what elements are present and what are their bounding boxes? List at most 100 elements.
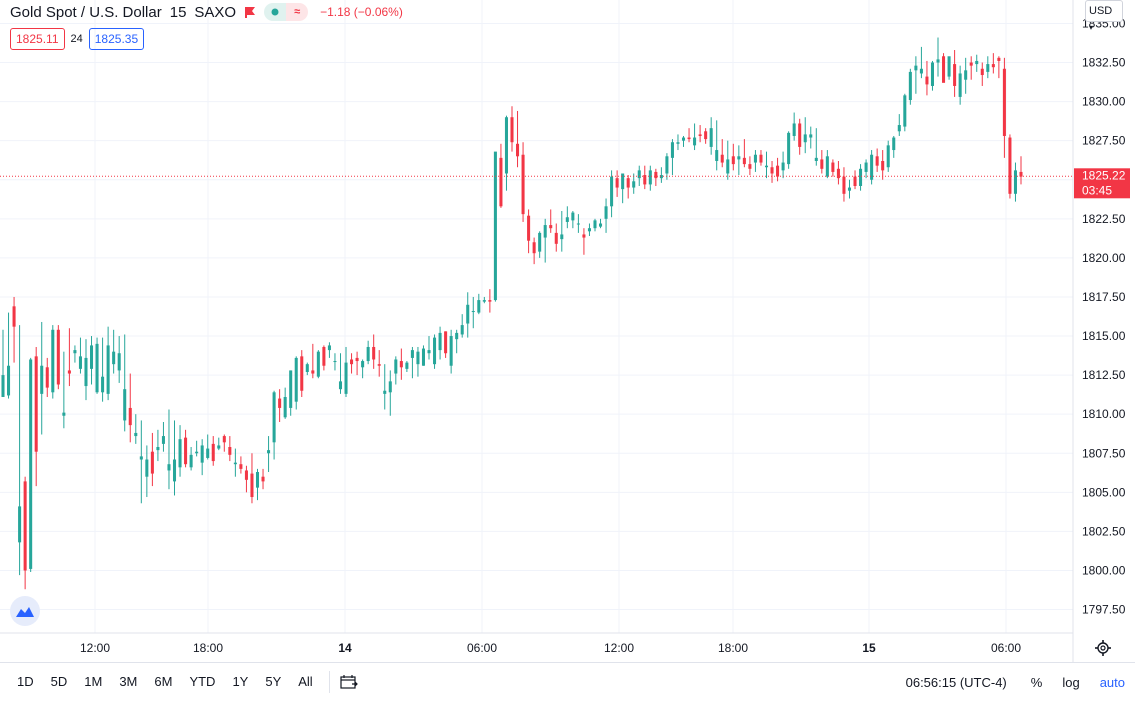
candle <box>781 151 785 179</box>
candle <box>477 293 481 315</box>
bid-button[interactable]: 1825.11 <box>10 28 65 50</box>
candle-body <box>798 123 802 147</box>
candle <box>687 128 691 143</box>
candle-body <box>565 217 569 222</box>
candle <box>504 115 508 191</box>
candle-body <box>615 178 619 188</box>
candle <box>532 237 536 265</box>
candle <box>886 140 890 172</box>
range-button[interactable]: 3M <box>119 674 138 689</box>
interval-label[interactable]: 15 <box>169 3 187 21</box>
candle <box>493 151 497 302</box>
candle-body <box>410 350 414 358</box>
candle-body <box>471 311 475 313</box>
candle-body <box>637 170 641 179</box>
auto-scale-toggle[interactable]: auto <box>1099 674 1125 690</box>
candle <box>167 409 171 490</box>
candle <box>117 336 121 383</box>
candle-body <box>90 345 94 369</box>
candle-body <box>283 396 287 418</box>
candle-body <box>632 181 636 188</box>
candle-body <box>7 365 11 396</box>
candle-body <box>504 117 508 174</box>
candle-body <box>571 212 575 221</box>
candle-body <box>289 370 293 408</box>
candle <box>593 218 597 232</box>
range-button[interactable]: 5D <box>50 674 68 689</box>
time-axis: 12:00 18:00 14 06:00 12:00 18:00 15 06:00 <box>80 641 1021 655</box>
symbol-name[interactable]: Gold Spot / U.S. Dollar <box>10 3 162 21</box>
ask-button[interactable]: 1825.35 <box>88 28 145 50</box>
range-button[interactable]: 1D <box>17 674 34 689</box>
candle <box>206 434 210 460</box>
exchange-label[interactable]: SAXO <box>194 3 237 21</box>
candle-body <box>427 350 431 354</box>
range-buttons: 1D 5D 1M 3M 6M YTD 1Y 5Y All <box>8 663 321 701</box>
candle-body <box>836 168 840 179</box>
gear-icon[interactable] <box>1094 639 1112 657</box>
candle-body <box>145 459 149 477</box>
candle <box>62 351 66 429</box>
candle <box>344 346 348 397</box>
bar-countdown: 03:45 <box>1082 183 1112 197</box>
range-button[interactable]: All <box>298 674 313 689</box>
log-toggle[interactable]: log <box>1062 674 1080 690</box>
candle <box>123 334 127 432</box>
candle-body <box>67 370 71 374</box>
time-tick-label: 12:00 <box>80 641 110 655</box>
candle <box>250 453 254 504</box>
flag-icon[interactable] <box>244 6 256 18</box>
candle-body <box>831 162 835 172</box>
percent-toggle[interactable]: % <box>1030 674 1043 690</box>
candle <box>228 436 232 462</box>
candle <box>742 139 746 168</box>
candle <box>925 60 929 96</box>
candle <box>991 53 995 74</box>
price-tick-label: 1817.50 <box>1082 290 1126 304</box>
candle <box>1 329 5 397</box>
candle-body <box>864 162 868 172</box>
candle <box>897 114 901 136</box>
price-tick-label: 1807.50 <box>1082 446 1126 460</box>
candle <box>322 345 326 371</box>
candle <box>709 117 713 155</box>
range-button[interactable]: 6M <box>154 674 173 689</box>
candle-body <box>693 137 697 146</box>
candle-body <box>84 357 88 387</box>
range-button[interactable]: 1Y <box>232 674 249 689</box>
candle-body <box>510 117 514 143</box>
time-tick-label: 06:00 <box>467 641 497 655</box>
candle <box>283 387 287 419</box>
candle-body <box>1008 137 1012 194</box>
quote-bar: 1825.11 24 1825.35 <box>10 28 145 50</box>
candle-body <box>969 62 973 66</box>
candle <box>488 289 492 313</box>
candle-body <box>853 176 857 186</box>
calendar-icon[interactable] <box>338 671 360 693</box>
currency-select[interactable]: USD ▾ <box>1085 0 1123 32</box>
market-status-pill[interactable]: ≈ <box>264 3 309 21</box>
candle <box>599 218 603 229</box>
candle-body <box>903 95 907 127</box>
candle <box>610 170 614 218</box>
candle <box>101 337 105 402</box>
candle-body <box>421 348 425 366</box>
candle <box>947 56 951 80</box>
candle-body <box>449 336 453 366</box>
candle <box>383 364 387 410</box>
candle <box>410 346 414 379</box>
candle <box>731 143 735 171</box>
clock-timezone[interactable]: 06:56:15 (UTC-4) <box>905 674 1007 690</box>
tradingview-logo-icon[interactable] <box>10 596 40 626</box>
candle <box>499 143 503 208</box>
candle-body <box>338 381 343 390</box>
candle <box>482 296 486 304</box>
candle-body <box>106 345 110 394</box>
range-button[interactable]: YTD <box>189 674 216 689</box>
candle <box>698 125 702 143</box>
range-button[interactable]: 5Y <box>265 674 282 689</box>
candle-body <box>820 159 824 169</box>
candle-body <box>643 175 647 185</box>
range-button[interactable]: 1M <box>84 674 103 689</box>
